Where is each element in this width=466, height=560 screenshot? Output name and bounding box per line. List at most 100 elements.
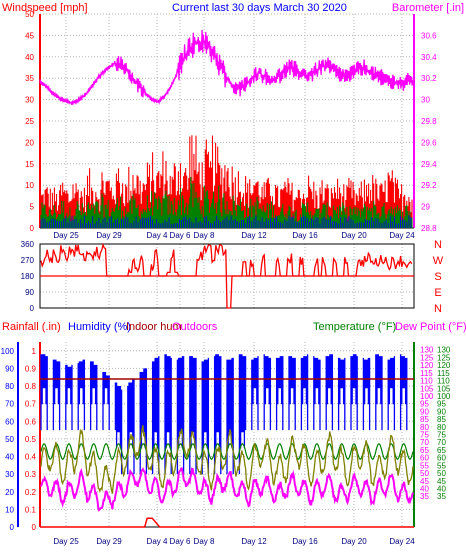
rain-humidity-temp-panel: 010203040506070809010000.10.20.30.40.50.…: [1, 342, 451, 546]
p1-ytick-left: 5: [30, 203, 35, 212]
p1-ytick-left: 0: [30, 224, 35, 233]
p2-ytick: 360: [21, 240, 35, 249]
p1-xtick-label: Day 25: [53, 231, 79, 240]
compass-label-n: N: [434, 303, 442, 315]
p3-ytick-rain: 0.8: [25, 382, 37, 391]
p3-ytick-dewpoint: 80: [420, 423, 429, 432]
p3-ytick-temp: 130: [437, 346, 451, 355]
legend-indoor-hum: Indoor hum: [126, 321, 182, 333]
p3-ytick-humidity: 10: [5, 505, 14, 514]
p3-ytick-temp: 55: [437, 461, 446, 470]
p3-xtick-label: Day 6: [170, 537, 191, 546]
p1-ytick-right: 30.2: [421, 74, 437, 83]
p3-ytick-temp: 70: [437, 438, 446, 447]
p1-xtick-label: Day 6: [170, 231, 191, 240]
p3-ytick-temp: 125: [437, 353, 451, 362]
p1-ytick-left: 10: [25, 181, 34, 190]
p3-ytick-humidity: 80: [5, 382, 14, 391]
p3-ytick-dewpoint: 60: [420, 454, 429, 463]
temperature-series: [40, 425, 414, 494]
p2-ytick: 90: [25, 288, 34, 297]
p3-ytick-temp: 120: [437, 361, 451, 370]
p3-ytick-rain: 0.1: [25, 505, 37, 514]
p3-ytick-temp: 115: [437, 369, 450, 378]
p3-ytick-rain: 0.4: [25, 453, 37, 462]
p3-ytick-temp: 90: [437, 407, 446, 416]
compass-label-s: S: [434, 271, 441, 283]
p1-ytick-left: 25: [25, 117, 34, 126]
p3-ytick-dewpoint: 55: [420, 461, 429, 470]
p3-ytick-rain: 1: [32, 347, 37, 356]
p1-ytick-left: 30: [25, 96, 34, 105]
p1-ytick-right: 28.8: [421, 224, 437, 233]
header-left-title: Windspeed [mph]: [2, 2, 88, 14]
p3-ytick-temp: 110: [437, 377, 450, 386]
p3-ytick-dewpoint: 45: [420, 477, 429, 486]
p2-ytick: 270: [21, 256, 35, 265]
p1-ytick-left: 20: [25, 138, 34, 147]
p3-ytick-humidity: 100: [1, 347, 15, 356]
header-center-title: Current last 30 days March 30 2020: [172, 2, 347, 14]
p3-ytick-dewpoint: 120: [420, 361, 434, 370]
p3-ytick-dewpoint: 115: [420, 369, 433, 378]
p1-ytick-right: 29.4: [421, 160, 437, 169]
p3-ytick-rain: 0.3: [25, 470, 37, 479]
p2-ytick: 0: [30, 304, 35, 313]
p1-ytick-right: 29.6: [421, 138, 437, 147]
p3-ytick-dewpoint: 75: [420, 431, 429, 440]
p3-ytick-temp: 50: [437, 469, 446, 478]
p3-ytick-humidity: 30: [5, 470, 14, 479]
p3-ytick-temp: 60: [437, 454, 446, 463]
humidity-series: [40, 354, 408, 475]
p3-ytick-humidity: 90: [5, 364, 14, 373]
p3-ytick-temp: 80: [437, 423, 446, 432]
p3-ytick-dewpoint: 110: [420, 377, 433, 386]
barometer-series: [39, 29, 415, 106]
p3-ytick-dewpoint: 130: [420, 346, 434, 355]
p1-ytick-right: 30.6: [421, 31, 437, 40]
wind-min-series: [40, 215, 412, 228]
p3-ytick-humidity: 40: [5, 453, 14, 462]
p3-ytick-temp: 35: [437, 492, 446, 501]
compass-label-n: N: [434, 239, 442, 251]
wind-barometer-panel: 0 5 10 15 20 25 30 35 40 45 50 28.8 29 29.2 29.4 29.6 29…: [25, 10, 437, 240]
p1-ytick-left: 50: [25, 10, 34, 19]
p3-xtick-label: Day 25: [53, 537, 79, 546]
p1-ytick-right: 29.2: [421, 181, 437, 190]
p1-xtick-label: Day 24: [389, 231, 415, 240]
p3-xtick-label: Day 4: [147, 537, 168, 546]
p3-ytick-dewpoint: 50: [420, 469, 429, 478]
p1-ytick-right: 29.8: [421, 117, 437, 126]
p3-ytick-humidity: 70: [5, 400, 14, 409]
p1-xtick-label: Day 4: [147, 231, 168, 240]
p3-ytick-dewpoint: 95: [420, 400, 429, 409]
p3-ytick-rain: 0.7: [25, 400, 37, 409]
p3-ytick-temp: 100: [437, 392, 451, 401]
p3-ytick-rain: 0.9: [25, 364, 37, 373]
p1-ytick-left: 35: [25, 74, 34, 83]
compass-label-w: W: [433, 255, 444, 267]
p1-xtick-label: Day 12: [241, 231, 267, 240]
p1-ytick-left: 45: [25, 31, 34, 40]
p3-ytick-dewpoint: 90: [420, 407, 429, 416]
p3-ytick-rain: 0.6: [25, 417, 37, 426]
p1-xtick-label: Day 20: [341, 231, 367, 240]
legend-rainfall: Rainfall (.in): [2, 321, 61, 333]
header-right-title: Barometer [.in]: [392, 2, 464, 14]
p3-ytick-temp: 45: [437, 477, 446, 486]
p1-xtick-label: Day 16: [292, 231, 318, 240]
p3-ytick-humidity: 0: [10, 523, 15, 532]
p3-ytick-dewpoint: 35: [420, 492, 429, 501]
p2-ytick: 180: [21, 272, 35, 281]
p3-ytick-dewpoint: 70: [420, 438, 429, 447]
dewpoint-series: [40, 467, 414, 512]
p1-ytick-right: 30: [421, 96, 430, 105]
p1-ytick-right: 29: [421, 203, 430, 212]
p3-ytick-temp: 105: [437, 384, 451, 393]
p3-ytick-dewpoint: 65: [420, 446, 429, 455]
legend-outdoors: Outdoors: [172, 321, 218, 333]
legend-humidity: Humidity (%): [68, 321, 131, 333]
